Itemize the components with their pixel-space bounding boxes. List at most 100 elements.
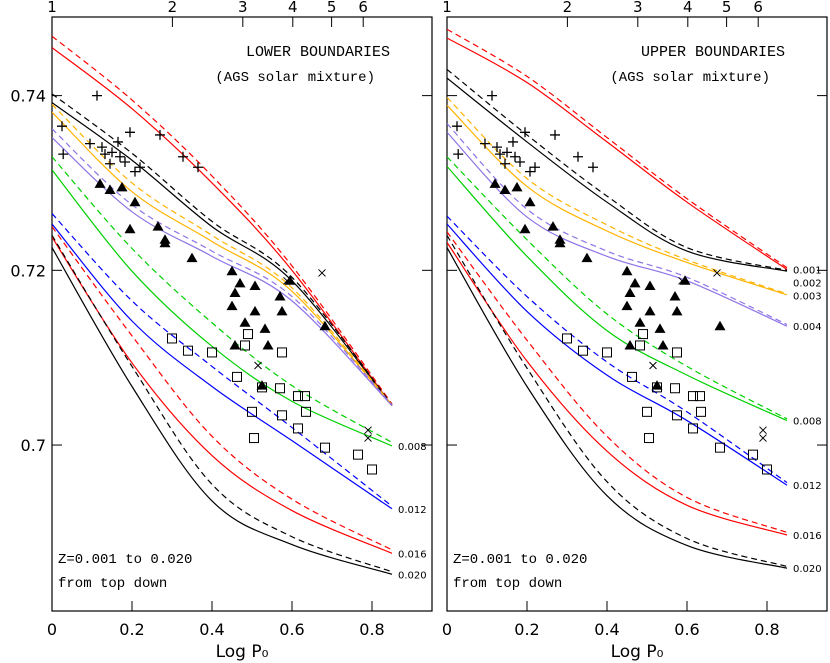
model-curve [52,247,393,575]
square-marker [301,406,311,417]
curve-label: 0.016 [793,531,822,542]
square-marker [638,329,648,340]
plus-marker [130,166,140,177]
plus-marker [100,149,110,160]
model-curve [447,223,788,486]
curve-label: 0.020 [793,564,822,575]
plus-marker [155,129,165,140]
cross-marker [254,361,262,370]
x2-tick-label: 5 [722,0,732,16]
x-tick-label: 0.4 [199,620,224,639]
model-curve [447,123,788,326]
model-curve [52,235,393,573]
square-marker [672,347,682,358]
triangle-marker [581,252,593,263]
panel-subtitle: (AGS solar mixture) [610,70,770,86]
plus-marker [502,147,512,158]
triangle-marker [226,300,238,311]
model-curve [52,102,393,407]
curve-label: 0.020 [398,570,427,581]
triangle-marker [624,287,636,298]
plus-marker [525,166,535,177]
x2-tick-label: 2 [563,0,573,16]
plus-marker [107,147,117,158]
plus-marker [515,157,525,168]
model-curve [447,77,788,272]
model-curve [52,35,393,405]
square-marker [644,433,654,444]
x-axis-label: Log P₀ [611,642,664,662]
model-curve [52,103,393,406]
triangle-marker [319,320,331,331]
triangle-marker [262,339,274,350]
triangle-marker [234,277,246,288]
square-marker [293,423,303,434]
plus-marker [550,129,560,140]
triangle-marker [644,305,656,316]
triangle-marker [714,320,726,331]
model-curve [447,156,788,420]
triangle-marker [239,317,251,327]
model-curve [447,165,788,422]
triangle-marker [524,196,536,207]
y-tick-label: 0.72 [10,261,46,280]
model-curve [447,28,788,269]
plus-marker [487,90,497,101]
curve-label: 0.003 [793,291,822,302]
square-marker [277,347,287,358]
panel-title: LOWER BOUNDARIES [246,44,390,61]
x-tick-label: 0.2 [514,620,539,639]
plus-marker [520,127,530,138]
triangle-marker [94,178,106,188]
x-tick-label: 0.8 [754,620,779,639]
triangle-marker [634,317,646,327]
triangle-marker [671,305,683,316]
square-marker [715,442,725,453]
plus-marker [193,162,203,173]
cross-marker [649,361,657,370]
triangle-marker [679,275,691,285]
plus-marker [588,162,598,173]
plus-marker [57,121,67,132]
triangle-marker [499,184,511,194]
observations [57,90,377,475]
curve-label: 0.001 [793,265,822,276]
annotation: from top down [58,576,167,592]
x2-tick-label: 5 [327,0,337,16]
curves [447,28,788,569]
x2-tick-label: 3 [633,0,643,16]
triangle-marker [259,323,271,333]
plus-marker [92,90,102,101]
triangle-marker [104,184,116,194]
curve-label: 0.012 [793,481,822,492]
square-marker [762,464,772,475]
triangle-marker [274,291,286,301]
triangle-marker [629,277,641,288]
plot-frame [446,16,828,612]
square-marker [562,333,572,344]
triangle-marker [159,237,171,248]
triangle-marker [654,323,666,333]
plus-marker [480,138,490,149]
triangle-marker [276,305,288,316]
model-curve [447,231,788,533]
observations [452,90,772,475]
curve-label: 0.016 [398,549,427,560]
square-marker [353,449,363,460]
model-curve [447,235,788,568]
triangle-marker [554,237,566,248]
square-marker [688,423,698,434]
curve-label: 0.004 [793,322,822,333]
square-marker [232,371,242,382]
square-marker [652,382,662,393]
model-curve [52,223,393,510]
curve-label: 0.012 [398,505,427,516]
plus-marker [573,151,583,162]
cross-marker [678,276,686,285]
square-marker [695,391,705,402]
x2-tick-label: 6 [358,0,368,16]
square-marker [167,333,177,344]
plus-marker [452,121,462,132]
square-marker [672,410,682,421]
